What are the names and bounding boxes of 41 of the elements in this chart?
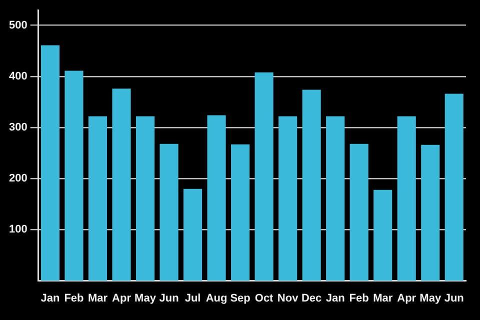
x-tick-label: Jul bbox=[184, 292, 201, 304]
bar bbox=[397, 116, 416, 281]
x-tick-label: Feb bbox=[349, 292, 370, 304]
bar bbox=[40, 45, 60, 281]
x-tick-label: Aug bbox=[206, 292, 228, 304]
bar bbox=[207, 115, 226, 281]
bar bbox=[444, 94, 464, 281]
x-tick-label: Apr bbox=[112, 292, 132, 304]
x-tick-label: Oct bbox=[254, 292, 274, 304]
bar bbox=[136, 116, 155, 281]
bar bbox=[64, 70, 84, 281]
bar bbox=[374, 190, 392, 281]
x-tick-label: Sep bbox=[230, 292, 251, 304]
bar bbox=[88, 116, 108, 281]
bar bbox=[231, 144, 250, 281]
x-tick-label: Dec bbox=[301, 292, 322, 304]
y-tick-label: 400 bbox=[8, 70, 28, 82]
x-tick-label: Apr bbox=[397, 292, 417, 304]
bar bbox=[302, 90, 321, 281]
x-tick-label: Jun bbox=[159, 292, 180, 304]
x-tick-label: Jun bbox=[444, 292, 464, 304]
bar bbox=[254, 72, 274, 281]
x-tick-label: Feb bbox=[64, 292, 84, 304]
x-tick-label: Jan bbox=[326, 292, 346, 304]
x-tick-label: May bbox=[420, 292, 442, 304]
y-tick-label: 100 bbox=[8, 224, 28, 236]
y-tick-label: 300 bbox=[8, 122, 28, 134]
bar bbox=[421, 144, 440, 281]
bar bbox=[326, 116, 345, 281]
x-tick-label: May bbox=[134, 292, 157, 304]
x-tick-label: Nov bbox=[277, 292, 300, 304]
y-tick-label: 500 bbox=[8, 19, 28, 32]
x-tick-label: Mar bbox=[88, 292, 108, 304]
bar bbox=[278, 116, 298, 281]
bar bbox=[112, 88, 131, 281]
bar bbox=[183, 188, 202, 281]
x-tick-label: Mar bbox=[373, 292, 394, 304]
y-tick-label: 200 bbox=[8, 172, 28, 185]
bar bbox=[350, 144, 368, 281]
bar bbox=[160, 144, 178, 281]
x-tick-label: Jan bbox=[40, 292, 60, 304]
